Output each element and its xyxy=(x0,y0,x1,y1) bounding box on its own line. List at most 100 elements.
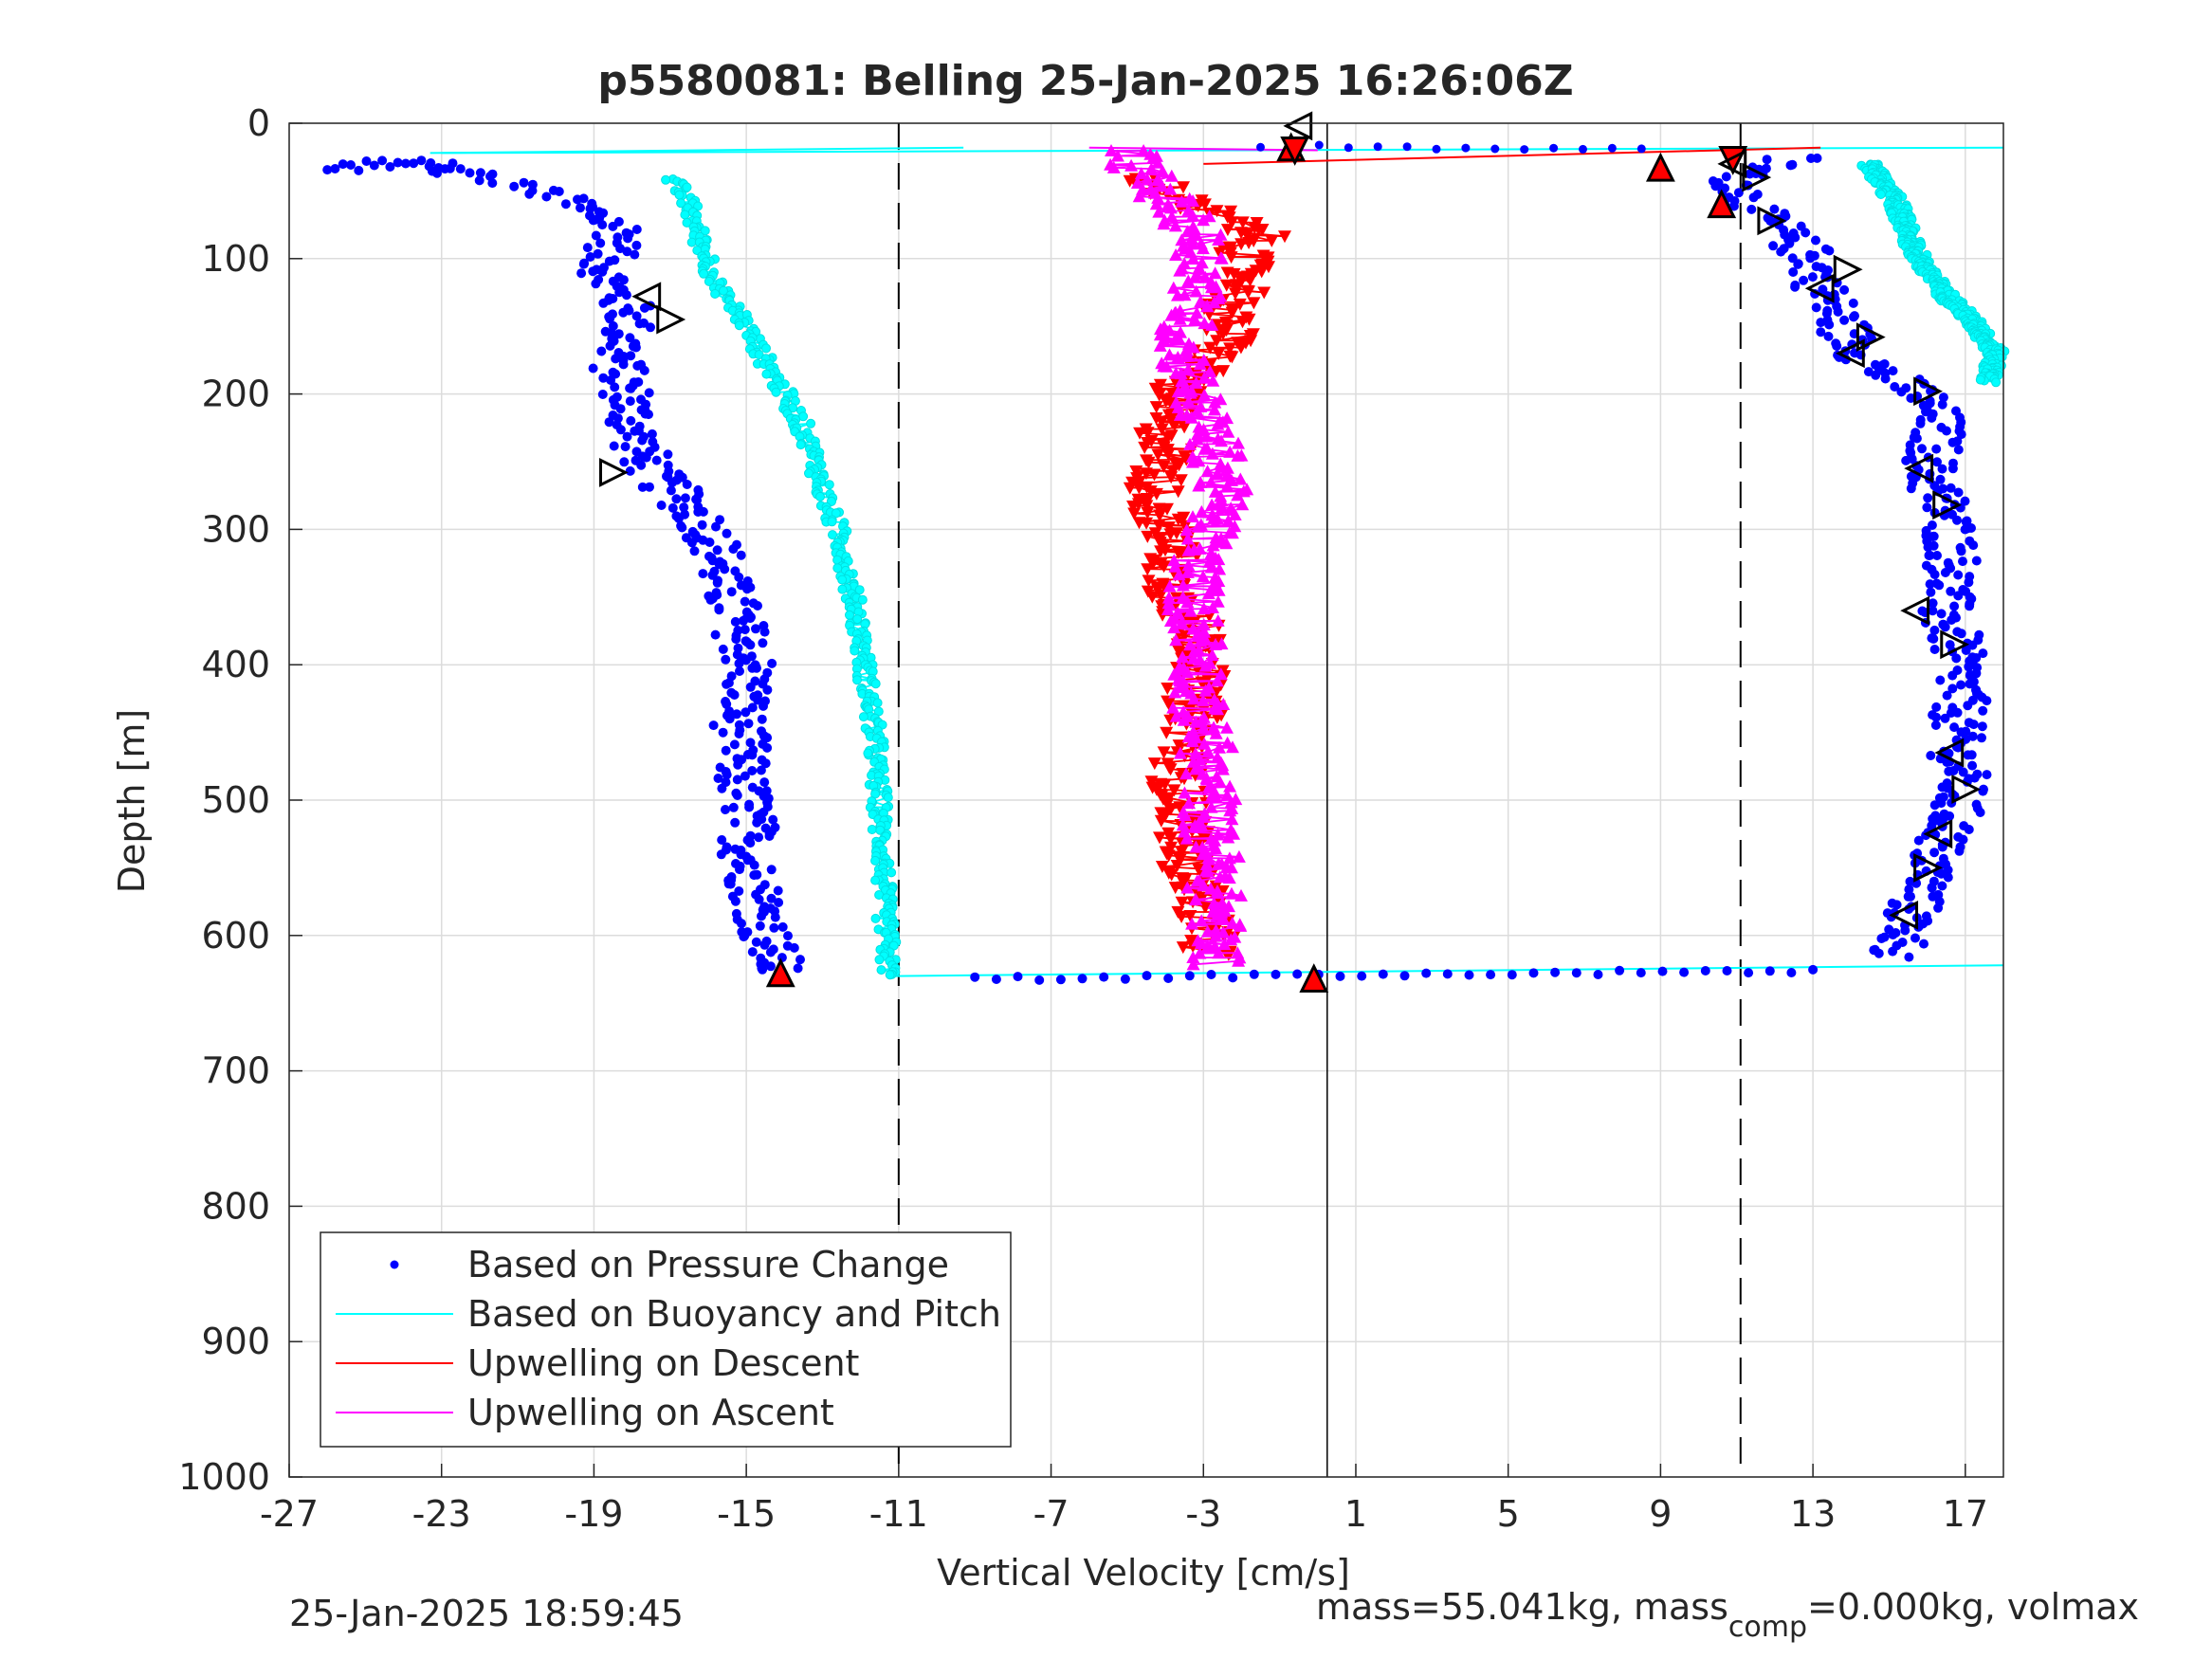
data-point xyxy=(582,243,593,253)
data-point xyxy=(740,771,750,781)
mass-text-b: =0.000kg, volmax xyxy=(1807,1586,2139,1628)
data-point xyxy=(1956,546,1966,556)
data-point xyxy=(1733,188,1744,198)
data-point xyxy=(1223,779,1237,793)
data-point xyxy=(1204,800,1218,813)
y-tick-label: 0 xyxy=(247,102,270,144)
data-point xyxy=(1149,401,1163,414)
data-point xyxy=(751,624,760,634)
data-point xyxy=(1832,341,1842,351)
up-triangle-red-marker xyxy=(1299,963,1329,993)
data-point xyxy=(1193,946,1207,959)
data-point xyxy=(828,530,837,540)
data-point xyxy=(1180,565,1195,578)
data-point xyxy=(761,343,771,354)
data-point xyxy=(1848,298,1858,308)
data-point xyxy=(1192,838,1205,851)
legend-label: Upwelling on Descent xyxy=(467,1342,859,1384)
data-point xyxy=(1921,407,1930,417)
data-point xyxy=(1967,731,1978,741)
data-point xyxy=(519,177,529,188)
data-point xyxy=(1906,483,1916,494)
data-point xyxy=(1189,715,1203,728)
data-point xyxy=(1247,297,1261,310)
data-point xyxy=(1906,393,1916,403)
data-point xyxy=(554,187,564,196)
data-point xyxy=(755,921,765,931)
data-point xyxy=(1964,662,1974,672)
data-point xyxy=(1189,893,1203,906)
data-point xyxy=(733,759,743,770)
data-point xyxy=(1129,465,1143,478)
data-point xyxy=(1120,974,1130,984)
data-point xyxy=(1949,722,1960,733)
y-axis-label: Depth [m] xyxy=(111,709,153,894)
data-point xyxy=(1953,591,1964,601)
data-point xyxy=(1963,750,1973,760)
data-point xyxy=(579,258,590,268)
data-point xyxy=(887,867,897,878)
data-point xyxy=(777,921,788,932)
data-point xyxy=(1913,835,1924,846)
data-point xyxy=(671,494,682,504)
data-point xyxy=(424,161,434,172)
data-point xyxy=(1968,720,1979,730)
data-point xyxy=(644,388,654,398)
data-point xyxy=(721,654,731,665)
x-tick-label: 17 xyxy=(1943,1493,1988,1535)
data-point xyxy=(1183,437,1197,450)
data-point xyxy=(752,817,762,828)
data-point xyxy=(618,307,629,318)
data-point xyxy=(689,546,700,556)
data-point xyxy=(1234,472,1248,485)
data-point xyxy=(1964,577,1974,588)
data-point xyxy=(720,564,730,574)
data-point xyxy=(1221,514,1235,527)
data-point xyxy=(677,522,687,533)
data-point xyxy=(1176,818,1190,831)
data-point xyxy=(597,220,608,230)
data-point xyxy=(615,425,626,435)
data-point xyxy=(377,155,388,166)
data-point xyxy=(680,210,690,220)
legend-swatch-dot xyxy=(390,1260,399,1269)
data-point xyxy=(1172,568,1186,581)
data-point xyxy=(615,404,626,414)
data-point xyxy=(1240,229,1254,242)
data-point xyxy=(588,363,598,374)
data-point xyxy=(1900,925,1910,936)
data-point xyxy=(734,320,744,331)
data-point xyxy=(1191,520,1205,533)
data-point xyxy=(1141,506,1155,520)
data-point xyxy=(1186,651,1200,665)
data-point xyxy=(614,287,625,298)
right-triangle-open-marker xyxy=(1913,852,1943,883)
left-triangle-open-marker xyxy=(1923,819,1953,849)
data-point xyxy=(1257,286,1271,300)
data-point xyxy=(1193,357,1207,371)
data-point xyxy=(651,455,662,465)
data-point xyxy=(1169,709,1183,722)
data-point xyxy=(676,198,686,209)
data-point xyxy=(1816,318,1826,328)
data-point xyxy=(1255,224,1270,236)
data-point xyxy=(338,159,348,170)
data-point xyxy=(541,191,552,202)
data-point xyxy=(735,666,744,676)
data-point xyxy=(1163,832,1178,846)
data-point xyxy=(1199,858,1214,870)
data-point xyxy=(1933,902,1944,913)
plot-data xyxy=(322,140,2010,985)
data-point xyxy=(1292,969,1303,979)
data-point xyxy=(605,314,615,324)
data-point xyxy=(1216,501,1229,513)
data-point xyxy=(1227,267,1241,281)
data-point xyxy=(1157,746,1171,759)
data-point xyxy=(1929,570,1940,579)
data-point xyxy=(1235,216,1250,229)
grid xyxy=(288,122,2003,1478)
y-tick-label: 700 xyxy=(201,1050,270,1092)
data-point xyxy=(1185,735,1199,748)
data-point xyxy=(1931,702,1942,712)
data-point xyxy=(1956,629,1966,639)
